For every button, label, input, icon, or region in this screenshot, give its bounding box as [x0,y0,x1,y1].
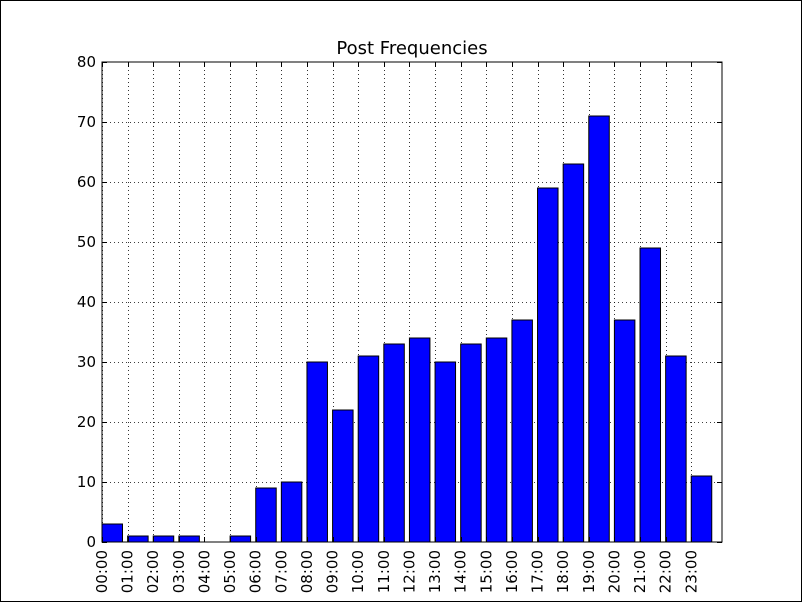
x-tick-label: 07:00 [272,550,290,593]
bar [101,523,123,543]
x-tick-label: 21:00 [631,550,649,593]
y-tick-label: 70 [77,113,96,131]
bar [485,337,508,543]
x-tick-label: 14:00 [452,550,470,593]
x-tick-label: 15:00 [477,550,495,593]
x-tick-label: 13:00 [426,550,444,593]
x-tick-label: 18:00 [554,550,572,593]
y-tick-label: 30 [77,353,96,371]
bar [127,535,149,543]
bar [511,319,533,543]
x-tick-label: 05:00 [221,550,239,593]
x-tick-label: 10:00 [349,550,367,593]
bar [383,343,405,543]
x-tick-label: 12:00 [400,550,418,593]
y-tick-label: 60 [77,173,96,191]
bar [639,247,662,543]
bar [306,361,328,543]
bar [665,355,687,543]
y-tick-label: 10 [77,473,96,491]
x-tick-label: 03:00 [170,550,188,593]
bars [101,115,713,543]
x-tick-label: 16:00 [503,550,521,593]
x-tick-label: 09:00 [324,550,342,593]
x-tick-label: 17:00 [529,550,547,593]
x-tick-labels: 00:00 01:00 02:00 03:00 04:00 05:00 06:00 07:00… [93,550,700,593]
x-tick-label: 19:00 [580,550,598,593]
y-tick-label: 80 [77,53,96,71]
y-tick-label: 50 [77,233,96,251]
chart-title: Post Frequencies [336,38,487,59]
y-tick-label: 40 [77,293,96,311]
bar [690,475,713,543]
bar [178,535,200,543]
x-tick-label: 20:00 [605,550,623,593]
bar [434,361,457,543]
bar [613,319,636,543]
x-tick-label: 08:00 [298,550,316,593]
x-tick-label: 23:00 [682,550,700,593]
x-tick-label: 11:00 [375,550,393,593]
bar [332,409,354,543]
bar [357,355,380,543]
bar [408,337,431,543]
x-tick-label: 02:00 [144,550,162,593]
y-tick-label: 0 [86,533,96,551]
x-tick-label: 06:00 [247,550,265,593]
bar [229,535,252,543]
bar [280,481,303,543]
bar [562,163,585,543]
y-tick-label: 20 [77,413,96,431]
x-tick-label: 01:00 [119,550,137,593]
x-tick-label: 22:00 [657,550,675,593]
x-tick-label: 04:00 [195,550,213,593]
ticks [102,62,722,543]
x-tick-label: 00:00 [93,550,111,593]
y-tick-labels: 0 10 20 30 40 50 60 70 80 [77,53,96,551]
bar [255,487,277,543]
bar [537,187,559,543]
bar [152,535,175,543]
bar [588,115,610,543]
bar [460,343,482,543]
